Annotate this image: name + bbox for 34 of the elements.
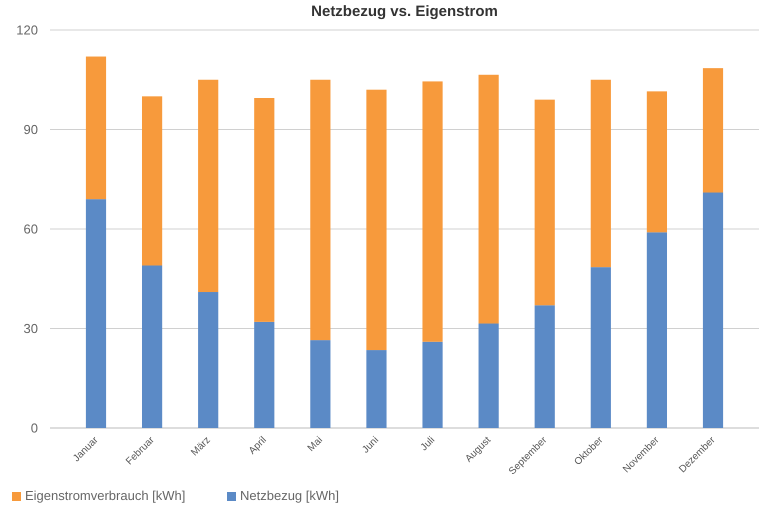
bar	[254, 98, 274, 322]
bar	[422, 81, 443, 342]
bar	[254, 322, 274, 428]
bar	[198, 80, 218, 292]
y-tick-label: 60	[24, 222, 38, 237]
legend-label: Eigenstromverbrauch [kWh]	[25, 488, 186, 503]
chart-title: Netzbezug vs. Eigenstrom	[311, 3, 498, 20]
bar	[198, 292, 218, 428]
y-tick-label: 90	[24, 122, 38, 138]
bar	[86, 56, 106, 200]
bar	[366, 350, 387, 428]
legend-label: Netzbezug [kWh]	[240, 488, 339, 503]
bar	[478, 324, 499, 428]
bar	[534, 100, 555, 306]
y-tick-label: 0	[30, 420, 38, 436]
bar	[590, 80, 611, 268]
bar	[534, 305, 555, 428]
y-tick-label: 30	[24, 321, 38, 336]
y-tick-label: 120	[16, 22, 38, 38]
x-tick-label: Mai	[306, 434, 325, 454]
bar	[478, 74, 499, 324]
bar	[310, 340, 330, 428]
bar	[422, 342, 443, 428]
bar	[86, 199, 106, 428]
bar	[590, 267, 611, 428]
bar	[702, 192, 724, 428]
x-tick-label: Juli	[418, 434, 438, 454]
bar	[702, 68, 724, 193]
bar	[646, 91, 668, 232]
bar	[142, 265, 162, 428]
bar	[310, 80, 330, 340]
bar	[646, 232, 668, 428]
bar	[142, 96, 162, 266]
bar	[366, 90, 387, 350]
